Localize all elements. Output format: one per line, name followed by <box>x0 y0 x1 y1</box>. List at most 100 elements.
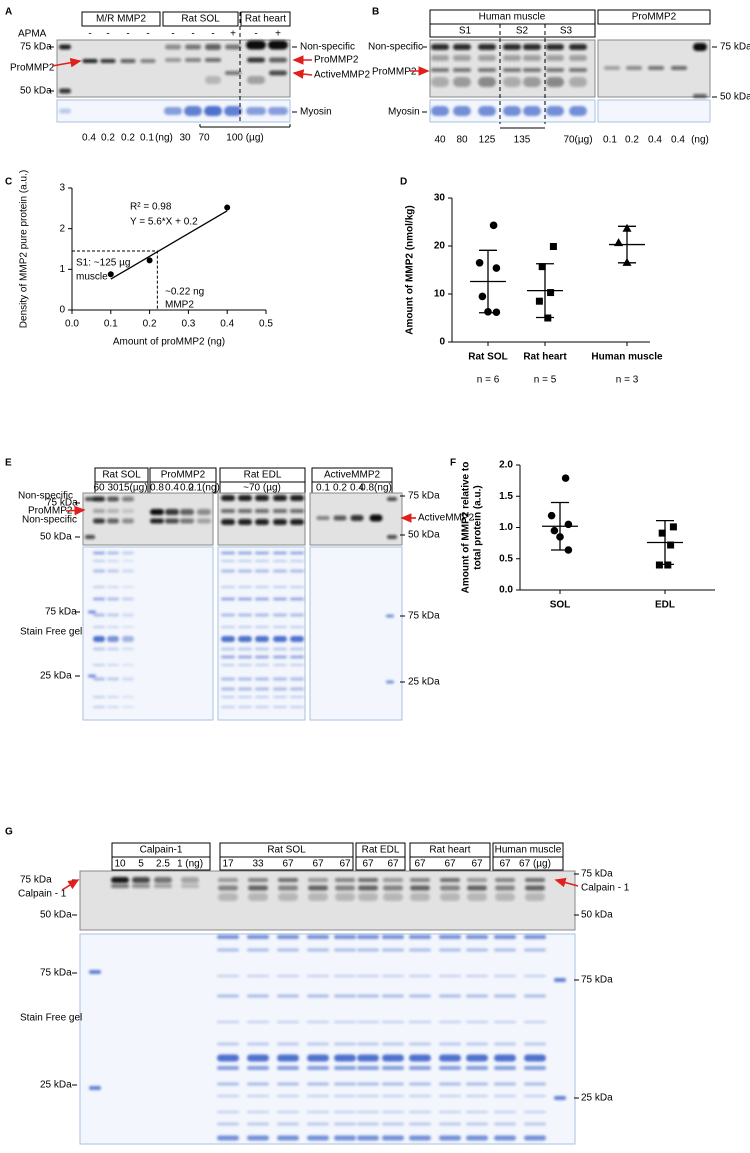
band <box>277 1021 299 1023</box>
point <box>622 257 632 266</box>
band <box>277 1054 299 1062</box>
point <box>547 511 556 520</box>
band <box>150 509 164 515</box>
label: 0.1 <box>603 135 617 146</box>
x-tick-label: EDL <box>655 600 675 611</box>
label: 75 kDa <box>581 975 613 986</box>
band <box>221 586 235 588</box>
band <box>569 68 587 72</box>
x-axis-label: Amount of proMMP2 (ng) <box>113 337 225 348</box>
band <box>93 626 105 628</box>
band <box>107 551 119 555</box>
band <box>221 687 235 691</box>
band <box>382 1095 404 1097</box>
band <box>334 1111 356 1113</box>
band <box>277 948 299 952</box>
band <box>111 877 129 883</box>
label: 33 <box>252 859 264 870</box>
label: 75 kDa <box>20 42 52 53</box>
band <box>246 107 266 115</box>
label: APMA <box>18 29 47 40</box>
band <box>525 878 545 882</box>
band <box>122 597 134 601</box>
band <box>357 935 379 939</box>
band <box>217 975 239 977</box>
band <box>409 1054 431 1062</box>
label: ActiveMMP2 <box>314 70 371 81</box>
band <box>382 1054 404 1062</box>
band <box>290 664 304 666</box>
header-box <box>409 856 491 871</box>
band <box>107 664 119 666</box>
band <box>248 885 268 891</box>
band <box>255 664 269 666</box>
label: 25 kDa <box>581 1093 613 1104</box>
band <box>369 514 383 522</box>
header-box <box>355 856 406 871</box>
band <box>334 1135 356 1141</box>
band <box>205 44 221 50</box>
label: 80 <box>456 135 468 146</box>
band <box>466 994 488 998</box>
band <box>494 948 516 952</box>
band <box>478 55 496 61</box>
band <box>140 59 156 63</box>
point <box>475 259 484 267</box>
band <box>467 885 487 891</box>
band <box>205 58 221 62</box>
band <box>334 1095 356 1097</box>
band <box>382 1021 404 1023</box>
band <box>255 509 269 513</box>
band <box>221 613 235 617</box>
band <box>494 1021 516 1023</box>
band <box>277 994 299 998</box>
band <box>466 1021 488 1023</box>
annotation: MMP2 <box>165 300 194 311</box>
band <box>358 893 378 901</box>
band <box>181 877 199 883</box>
band <box>554 1096 566 1100</box>
band <box>273 677 287 681</box>
band <box>524 1122 546 1126</box>
y-tick-label: 0 <box>59 305 65 316</box>
band <box>247 1135 269 1141</box>
header-box <box>492 856 564 871</box>
band <box>439 1066 461 1070</box>
band <box>523 106 541 116</box>
band <box>238 655 252 659</box>
band <box>494 1095 516 1097</box>
band <box>357 948 379 952</box>
band <box>382 1111 404 1113</box>
band <box>225 44 241 50</box>
band <box>122 509 134 513</box>
band <box>357 994 379 998</box>
label: 0.1 <box>140 133 154 144</box>
label: Rat SOL <box>181 14 220 25</box>
band <box>693 43 707 51</box>
x-tick-label: Rat SOL <box>468 352 507 363</box>
band <box>185 58 201 62</box>
band <box>238 560 252 562</box>
band <box>307 1135 329 1141</box>
label: + <box>275 29 281 40</box>
band <box>439 1021 461 1023</box>
band <box>225 71 241 75</box>
label: 0.1 <box>316 483 330 494</box>
band <box>93 560 105 562</box>
band <box>290 495 304 501</box>
band <box>247 935 269 939</box>
band <box>335 893 355 901</box>
band <box>93 677 105 681</box>
band <box>273 613 287 617</box>
label: M/R MMP2 <box>96 14 146 25</box>
band <box>247 1054 269 1062</box>
band <box>122 636 134 642</box>
band <box>440 885 460 891</box>
panel-label: G <box>5 827 13 838</box>
point <box>550 526 559 535</box>
band <box>409 935 431 939</box>
label: Rat SOL <box>102 470 141 481</box>
band <box>278 893 298 901</box>
label: Human muscle <box>479 12 546 23</box>
band <box>525 893 545 901</box>
